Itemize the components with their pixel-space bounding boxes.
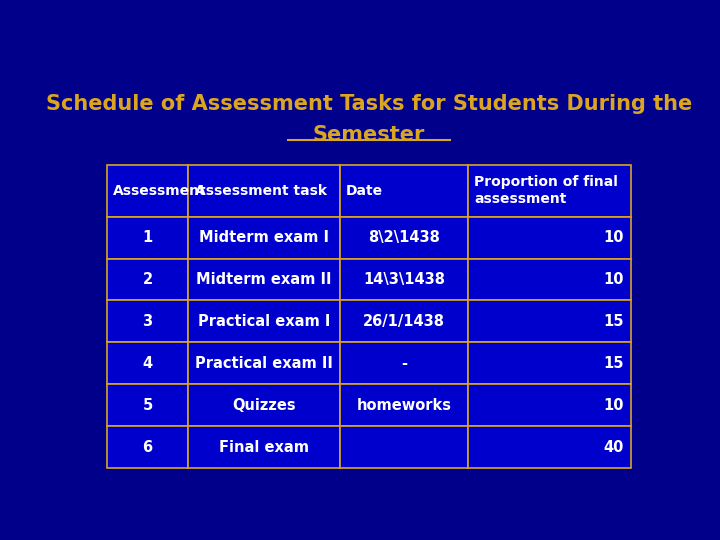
Bar: [468, 259, 631, 300]
Text: 5: 5: [143, 398, 153, 413]
Text: 2: 2: [143, 272, 153, 287]
Bar: [340, 342, 468, 384]
Bar: [340, 217, 468, 259]
Text: Proportion of final
assessment: Proportion of final assessment: [474, 175, 618, 206]
Bar: [107, 426, 189, 468]
Text: 3: 3: [143, 314, 153, 329]
Text: Midterm exam II: Midterm exam II: [197, 272, 332, 287]
Text: 1: 1: [143, 230, 153, 245]
Text: Date: Date: [346, 184, 383, 198]
Bar: [340, 426, 468, 468]
Text: Assessment: Assessment: [113, 184, 207, 198]
Bar: [107, 165, 189, 217]
Text: 10: 10: [603, 272, 624, 287]
Bar: [468, 384, 631, 426]
Bar: [189, 165, 340, 217]
Text: 40: 40: [603, 440, 624, 455]
Bar: [107, 259, 189, 300]
Bar: [189, 300, 340, 342]
Text: Midterm exam I: Midterm exam I: [199, 230, 329, 245]
Bar: [189, 384, 340, 426]
Bar: [468, 165, 631, 217]
Bar: [107, 300, 189, 342]
Bar: [189, 259, 340, 300]
Bar: [468, 300, 631, 342]
Bar: [107, 342, 189, 384]
Text: Assessment task: Assessment task: [194, 184, 327, 198]
Bar: [189, 426, 340, 468]
Bar: [340, 300, 468, 342]
Text: 15: 15: [603, 356, 624, 371]
Text: Schedule of Assessment Tasks for Students During the: Schedule of Assessment Tasks for Student…: [46, 94, 692, 114]
Text: Practical exam II: Practical exam II: [195, 356, 333, 371]
Text: 14\3\1438: 14\3\1438: [363, 272, 445, 287]
Text: Practical exam I: Practical exam I: [198, 314, 330, 329]
Text: -: -: [401, 356, 407, 371]
Text: 10: 10: [603, 398, 624, 413]
Bar: [340, 259, 468, 300]
Text: 26/1/1438: 26/1/1438: [363, 314, 445, 329]
Text: homeworks: homeworks: [356, 398, 451, 413]
Bar: [340, 384, 468, 426]
Bar: [189, 217, 340, 259]
Text: Quizzes: Quizzes: [233, 398, 296, 413]
Text: 4: 4: [143, 356, 153, 371]
Bar: [468, 342, 631, 384]
Text: 6: 6: [143, 440, 153, 455]
Text: Final exam: Final exam: [219, 440, 309, 455]
Text: 10: 10: [603, 230, 624, 245]
Bar: [468, 426, 631, 468]
Bar: [340, 165, 468, 217]
Bar: [468, 217, 631, 259]
Bar: [189, 342, 340, 384]
Text: 8\2\1438: 8\2\1438: [368, 230, 440, 245]
Text: Semester: Semester: [312, 125, 426, 145]
Bar: [107, 217, 189, 259]
Text: 15: 15: [603, 314, 624, 329]
Bar: [107, 384, 189, 426]
